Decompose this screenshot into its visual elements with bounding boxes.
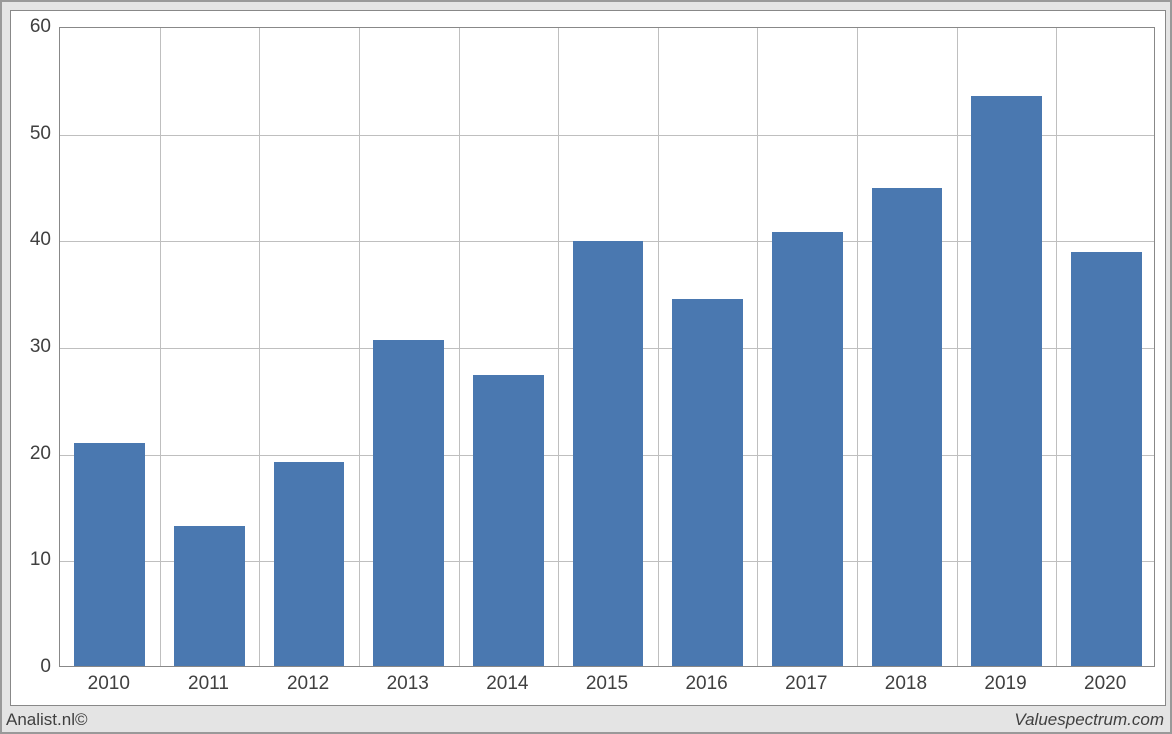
y-tick-label: 40 xyxy=(11,229,51,251)
x-tick-label: 2013 xyxy=(387,673,429,695)
bar xyxy=(672,299,743,666)
y-tick-label: 60 xyxy=(11,16,51,38)
bar xyxy=(74,443,145,666)
x-tick-label: 2016 xyxy=(685,673,727,695)
x-tick-label: 2019 xyxy=(984,673,1026,695)
gridline-vertical xyxy=(558,28,559,666)
footer-right-text: Valuespectrum.com xyxy=(1014,710,1164,730)
bar xyxy=(274,462,345,666)
bar xyxy=(1071,252,1142,666)
bar xyxy=(573,241,644,666)
bar xyxy=(971,96,1042,666)
x-tick-label: 2015 xyxy=(586,673,628,695)
bar xyxy=(473,375,544,666)
gridline-vertical xyxy=(259,28,260,666)
bar xyxy=(872,188,943,666)
y-tick-label: 0 xyxy=(11,656,51,678)
bar xyxy=(373,340,444,666)
x-tick-label: 2017 xyxy=(785,673,827,695)
bar xyxy=(174,526,245,666)
x-tick-label: 2014 xyxy=(486,673,528,695)
bar xyxy=(772,232,843,666)
x-tick-label: 2012 xyxy=(287,673,329,695)
gridline-vertical xyxy=(459,28,460,666)
y-tick-label: 50 xyxy=(11,123,51,145)
gridline-vertical xyxy=(957,28,958,666)
y-tick-label: 10 xyxy=(11,549,51,571)
gridline-vertical xyxy=(658,28,659,666)
chart-container: 0 10 20 30 40 50 60 2010 2011 2012 2013 2014 2015 201… xyxy=(10,10,1166,706)
gridline-vertical xyxy=(757,28,758,666)
y-tick-label: 30 xyxy=(11,336,51,358)
footer-left-text: Analist.nl© xyxy=(6,710,88,730)
x-tick-label: 2020 xyxy=(1084,673,1126,695)
gridline-vertical xyxy=(359,28,360,666)
x-tick-label: 2011 xyxy=(188,673,229,695)
x-tick-label: 2018 xyxy=(885,673,927,695)
x-tick-label: 2010 xyxy=(88,673,130,695)
plot-area xyxy=(59,27,1155,667)
gridline-vertical xyxy=(857,28,858,666)
gridline-vertical xyxy=(160,28,161,666)
gridline-vertical xyxy=(1056,28,1057,666)
y-tick-label: 20 xyxy=(11,443,51,465)
